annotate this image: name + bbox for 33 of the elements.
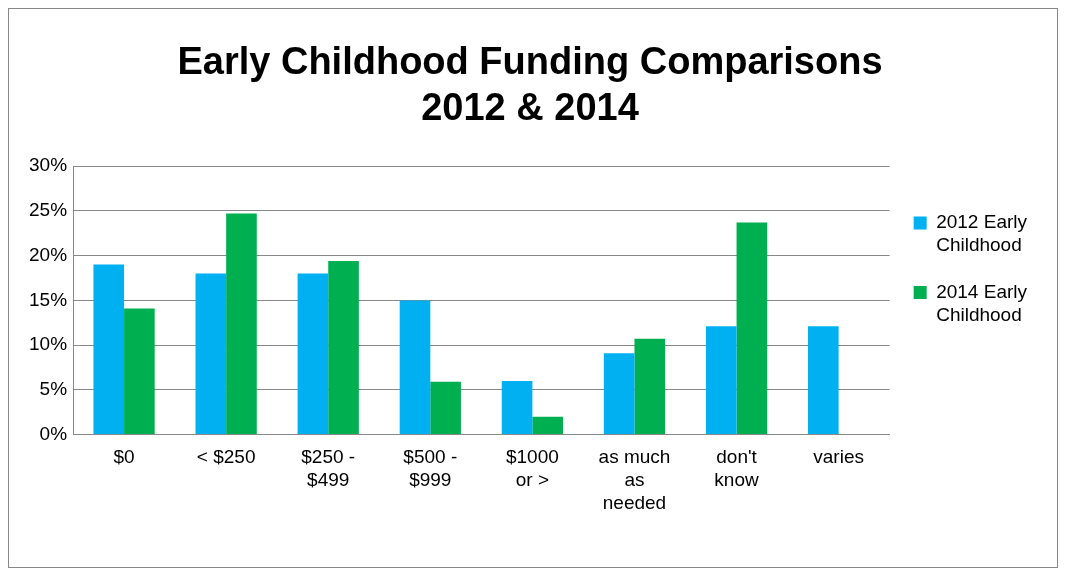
x-tick-label: $1000 or > (505, 446, 559, 491)
y-tick-label: 5% (39, 378, 68, 400)
bar (501, 380, 533, 435)
bar (297, 273, 329, 435)
x-tick-label: $0 (113, 446, 135, 468)
y-tick-label: 10% (29, 333, 68, 355)
y-tick-label: 0% (39, 422, 68, 444)
y-tick-label: 20% (29, 243, 68, 265)
x-tick-label: $250 - $499 (301, 446, 356, 491)
y-tick-label: 15% (29, 288, 68, 310)
x-tick-label: don't know (714, 446, 759, 491)
chart-title: Early Childhood Funding Comparisons 2012 & 2014 (177, 40, 883, 128)
bar (736, 222, 768, 435)
x-tick-label: $500 - $999 (403, 446, 458, 491)
y-tick-label: 30% (29, 154, 68, 176)
bar (705, 326, 737, 435)
bar (124, 308, 155, 435)
bar (93, 264, 125, 435)
x-tick-label: varies (813, 446, 864, 468)
bar (328, 261, 359, 435)
y-tick-label: 25% (29, 199, 68, 221)
legend-label: 2014 Early Childhood (936, 280, 1028, 325)
legend-label: 2012 Early Childhood (936, 211, 1028, 255)
bar (808, 326, 839, 435)
bar (603, 353, 635, 435)
bar (430, 381, 461, 435)
bar (399, 300, 431, 435)
bar (634, 338, 666, 435)
bar (195, 273, 227, 435)
bar (532, 416, 564, 435)
bar (226, 213, 257, 435)
x-tick-label: < $250 (196, 446, 256, 468)
x-tick-label: as much as needed (598, 446, 671, 513)
